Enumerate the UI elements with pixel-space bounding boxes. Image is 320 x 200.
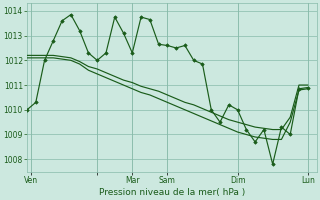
X-axis label: Pression niveau de la mer( hPa ): Pression niveau de la mer( hPa ) xyxy=(99,188,245,197)
